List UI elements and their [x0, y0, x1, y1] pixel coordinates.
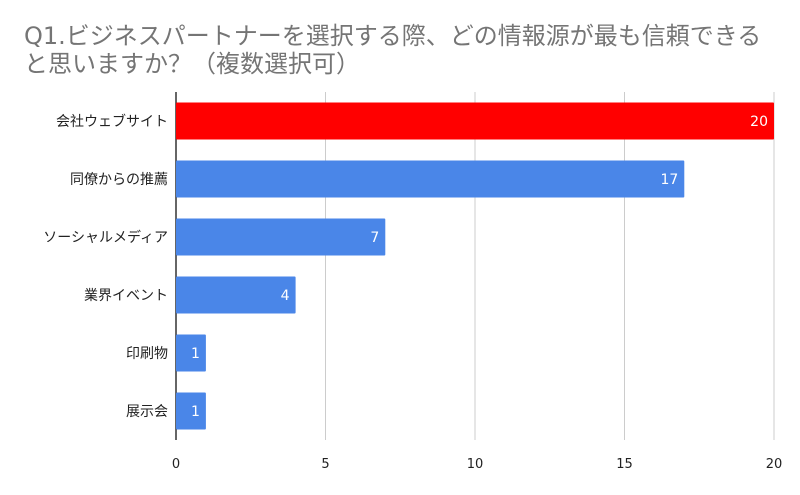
bar [176, 276, 296, 314]
x-tick-label: 10 [467, 457, 484, 472]
bar-value-label: 7 [370, 230, 379, 246]
bars: 20 17 7 4 1 1 [176, 102, 774, 430]
bar-value-label: 17 [660, 172, 678, 188]
x-tick-label: 20 [766, 457, 783, 472]
gridlines [175, 92, 775, 440]
bar [176, 218, 386, 256]
x-tick-labels: 0 5 10 15 20 [172, 457, 782, 472]
x-tick-label: 5 [321, 457, 329, 472]
category-label: 同僚からの推薦 [70, 172, 168, 188]
category-label: 業界イベント [84, 288, 168, 304]
bar [176, 334, 206, 372]
bar-value-label: 1 [191, 404, 200, 420]
category-label: 印刷物 [126, 346, 168, 362]
category-label: 会社ウェブサイト [56, 113, 168, 130]
bar [176, 392, 206, 430]
x-tick-label: 15 [616, 457, 633, 472]
chart-title: Q1.ビジネスパートナーを選択する際、どの情報源が最も信頼できると思いますか？（… [24, 22, 762, 78]
category-label: ソーシャルメディア [43, 229, 168, 246]
bar-value-label: 20 [750, 114, 768, 130]
bar-value-label: 1 [191, 346, 200, 362]
bar [176, 102, 774, 140]
bar [176, 160, 685, 198]
bar-value-label: 4 [281, 288, 290, 304]
category-label: 展示会 [126, 404, 168, 420]
x-tick-label: 0 [172, 457, 180, 472]
